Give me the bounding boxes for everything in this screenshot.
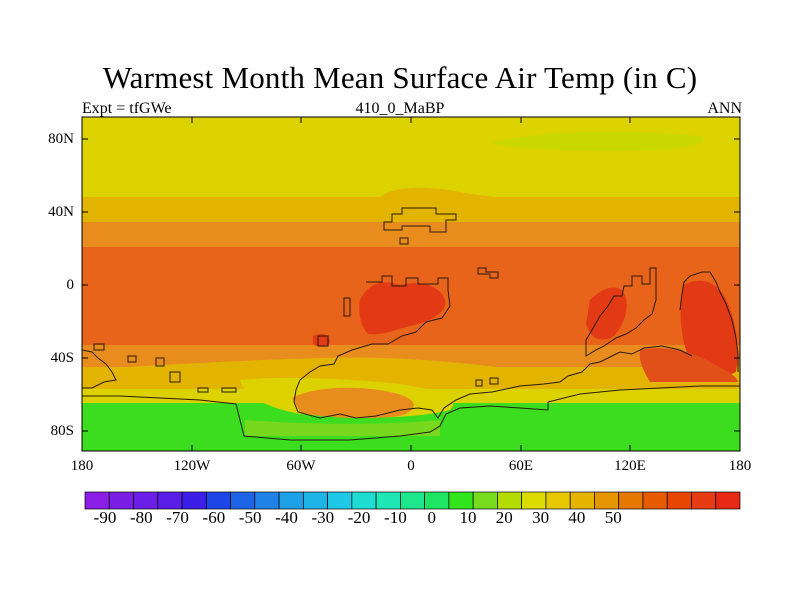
colorbar-swatch xyxy=(472,491,498,510)
map-title: Warmest Month Mean Surface Air Temp (in … xyxy=(102,60,698,95)
colorbar-swatch xyxy=(569,491,595,510)
colorbar-swatch xyxy=(133,491,159,510)
colorbar-swatch xyxy=(666,491,692,510)
colorbar-swatch xyxy=(254,491,280,510)
colorbar-swatch xyxy=(691,491,717,510)
hotspot-small-west xyxy=(313,334,330,347)
lon-label-120w: 120W xyxy=(173,458,211,474)
colorbar-label: 40 xyxy=(568,508,586,527)
axis-ticks xyxy=(81,117,741,451)
lat-label-40n: 40N xyxy=(48,204,74,220)
colorbar-swatch xyxy=(351,491,377,510)
colorbar-swatch xyxy=(594,491,620,510)
colorbar-swatch xyxy=(278,491,304,510)
outline-asia-east xyxy=(585,267,657,357)
outline-east-continent xyxy=(679,271,739,372)
hotspot-east xyxy=(680,280,738,376)
colorbar-swatch xyxy=(521,491,547,510)
colorbar-swatch xyxy=(424,491,450,510)
antarctic-orange-patch xyxy=(292,387,414,419)
lat-label-80n: 80N xyxy=(48,131,74,147)
outline-islet-b xyxy=(477,267,499,279)
temperature-field xyxy=(82,117,740,451)
colorbar-label: -50 xyxy=(238,508,262,527)
season-label: ANN xyxy=(707,100,742,117)
colorbar-label: 30 xyxy=(532,508,550,527)
colorbar-swatch xyxy=(157,491,183,510)
outline-islet-c xyxy=(93,343,499,393)
antarctic-green-shadow xyxy=(245,420,440,436)
colorbar-swatch xyxy=(108,491,134,510)
outline-west-coast xyxy=(81,349,117,389)
colorbar-swatch xyxy=(618,491,644,510)
outline-north-block xyxy=(383,207,457,233)
lon-label-60e: 60E xyxy=(508,458,534,474)
colorbar-swatch xyxy=(448,491,474,510)
lat-label-40s: 40S xyxy=(50,350,74,366)
arctic-yellow-green-patch xyxy=(490,131,703,151)
colorbar-label: 50 xyxy=(604,508,622,527)
colorbar-swatch xyxy=(642,491,668,510)
lat-label-80s: 80S xyxy=(50,423,74,439)
colorbar-swatch xyxy=(205,491,231,510)
colorbar xyxy=(84,491,741,510)
outline-antarctica xyxy=(82,385,740,441)
colorbar-swatch xyxy=(230,491,256,510)
colorbar-swatch xyxy=(497,491,523,510)
colorbar-label: -40 xyxy=(275,508,298,527)
lon-label-0: 0 xyxy=(407,458,415,474)
lon-label-180w: 180 xyxy=(70,458,94,474)
colorbar-swatch xyxy=(181,491,207,510)
colorbar-swatch xyxy=(302,491,328,510)
colorbar-swatch xyxy=(327,491,353,510)
colorbar-swatch xyxy=(84,491,110,510)
colorbar-label: 0 xyxy=(427,508,436,527)
colorbar-swatch xyxy=(715,491,741,510)
north-amber-lobe xyxy=(380,187,620,222)
colorbar-label: -60 xyxy=(202,508,226,527)
timeslice-label: 410_0_MaBP xyxy=(355,100,445,117)
colorbar-label: -90 xyxy=(93,508,117,527)
lon-label-180e: 180 xyxy=(728,458,752,474)
colorbar-label: -70 xyxy=(166,508,189,527)
hotspot-asia xyxy=(586,287,627,340)
hotspot-east-fringe xyxy=(639,348,738,382)
colorbar-label: -30 xyxy=(311,508,335,527)
colorbar-swatch xyxy=(375,491,401,510)
colorbar-label: -10 xyxy=(384,508,407,527)
band-north-yellow xyxy=(82,117,740,197)
colorbar-label: 10 xyxy=(459,508,477,527)
colorbar-label: 20 xyxy=(495,508,513,527)
colorbar-label: -20 xyxy=(347,508,371,527)
hotspot-africa xyxy=(359,282,446,335)
colorbar-swatch xyxy=(400,491,425,510)
outline-islet-a xyxy=(399,237,409,245)
lon-label-120e: 120E xyxy=(614,458,646,474)
experiment-label: Expt = tfGWe xyxy=(82,100,172,117)
lon-label-60w: 60W xyxy=(286,458,316,474)
colorbar-label: -80 xyxy=(129,508,153,527)
continent-outlines xyxy=(81,207,740,441)
outline-gondwana-west xyxy=(293,275,693,419)
lat-label-0: 0 xyxy=(66,277,75,293)
colorbar-swatch xyxy=(545,491,571,510)
